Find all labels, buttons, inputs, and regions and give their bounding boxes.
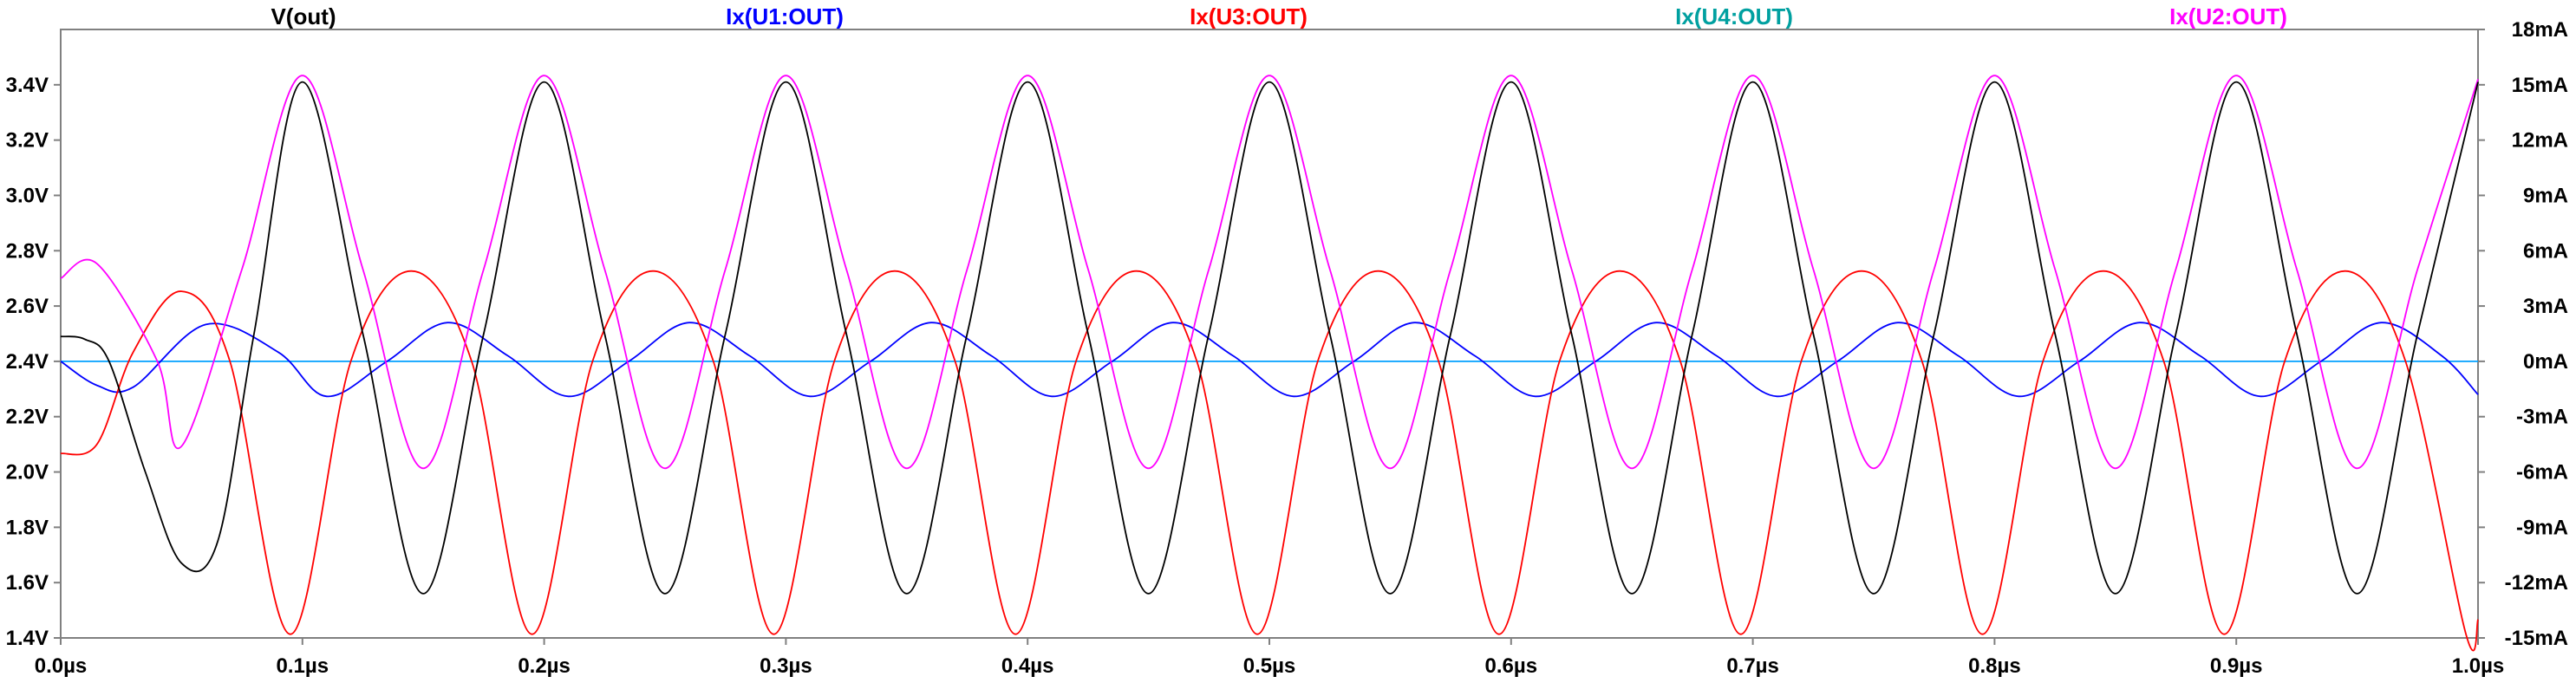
left-tick-label: 3.2V <box>6 129 49 153</box>
x-tick-label: 1.0µs <box>2452 654 2505 678</box>
x-tick-label: 0.3µs <box>760 654 812 678</box>
x-tick-label: 0.5µs <box>1243 654 1296 678</box>
x-tick-label: 0.0µs <box>35 654 88 678</box>
left-tick-label: 2.0V <box>6 461 49 485</box>
x-tick-label: 0.7µs <box>1726 654 1779 678</box>
left-tick-label: 3.0V <box>6 184 49 207</box>
right-tick-label: 0mA <box>2523 350 2568 374</box>
left-tick-label: 2.8V <box>6 239 49 263</box>
x-tick-label: 0.9µs <box>2210 654 2263 678</box>
left-tick-label: 2.6V <box>6 295 49 318</box>
right-tick-label: 3mA <box>2523 295 2568 318</box>
x-tick-label: 0.2µs <box>518 654 571 678</box>
left-tick-label: 1.8V <box>6 516 49 539</box>
x-tick-label: 0.1µs <box>277 654 329 678</box>
legend-entry: Ix(U3:OUT) <box>1190 3 1308 29</box>
left-tick-label: 1.6V <box>6 571 49 595</box>
legend: V(out) Ix(U1:OUT) Ix(U3:OUT) Ix(U4:OUT) Ix(U… <box>271 3 2286 29</box>
x-axis: 0.0µs 0.1µs 0.2µs 0.3µs 0.4µs 0.5µs 0.6µs 0.7µs… <box>35 638 2505 678</box>
right-tick-label: 12mA <box>2512 129 2568 153</box>
right-tick-label: -9mA <box>2516 516 2568 539</box>
right-tick-label: -12mA <box>2505 571 2568 595</box>
right-tick-label: 18mA <box>2512 18 2568 42</box>
left-tick-label: 3.4V <box>6 74 49 97</box>
plot-area <box>61 29 2478 651</box>
right-tick-label: 15mA <box>2512 74 2568 97</box>
legend-entry: Ix(U2:OUT) <box>2169 3 2287 29</box>
right-tick-label: 6mA <box>2523 239 2568 263</box>
right-tick-label: -15mA <box>2505 627 2568 650</box>
x-tick-label: 0.8µs <box>1968 654 2021 678</box>
left-tick-label: 2.2V <box>6 406 49 429</box>
x-tick-label: 0.4µs <box>1001 654 1054 678</box>
legend-entry: Ix(U4:OUT) <box>1675 3 1793 29</box>
right-y-axis: -15mA -12mA -9mA -6mA -3mA 0mA 3mA 6mA 9mA 12mA 15… <box>2478 18 2568 650</box>
right-tick-label: 9mA <box>2523 184 2568 207</box>
left-tick-label: 1.4V <box>6 627 49 650</box>
right-tick-label: -3mA <box>2516 406 2568 429</box>
right-tick-label: -6mA <box>2516 461 2568 485</box>
left-y-axis: 1.4V 1.6V 1.8V 2.0V 2.2V 2.4V 2.6V 2.8V 3.0V 3.2V… <box>6 74 61 650</box>
legend-entry: V(out) <box>271 3 336 29</box>
legend-entry: Ix(U1:OUT) <box>726 3 844 29</box>
left-tick-label: 2.4V <box>6 350 49 374</box>
x-tick-label: 0.6µs <box>1485 654 1538 678</box>
